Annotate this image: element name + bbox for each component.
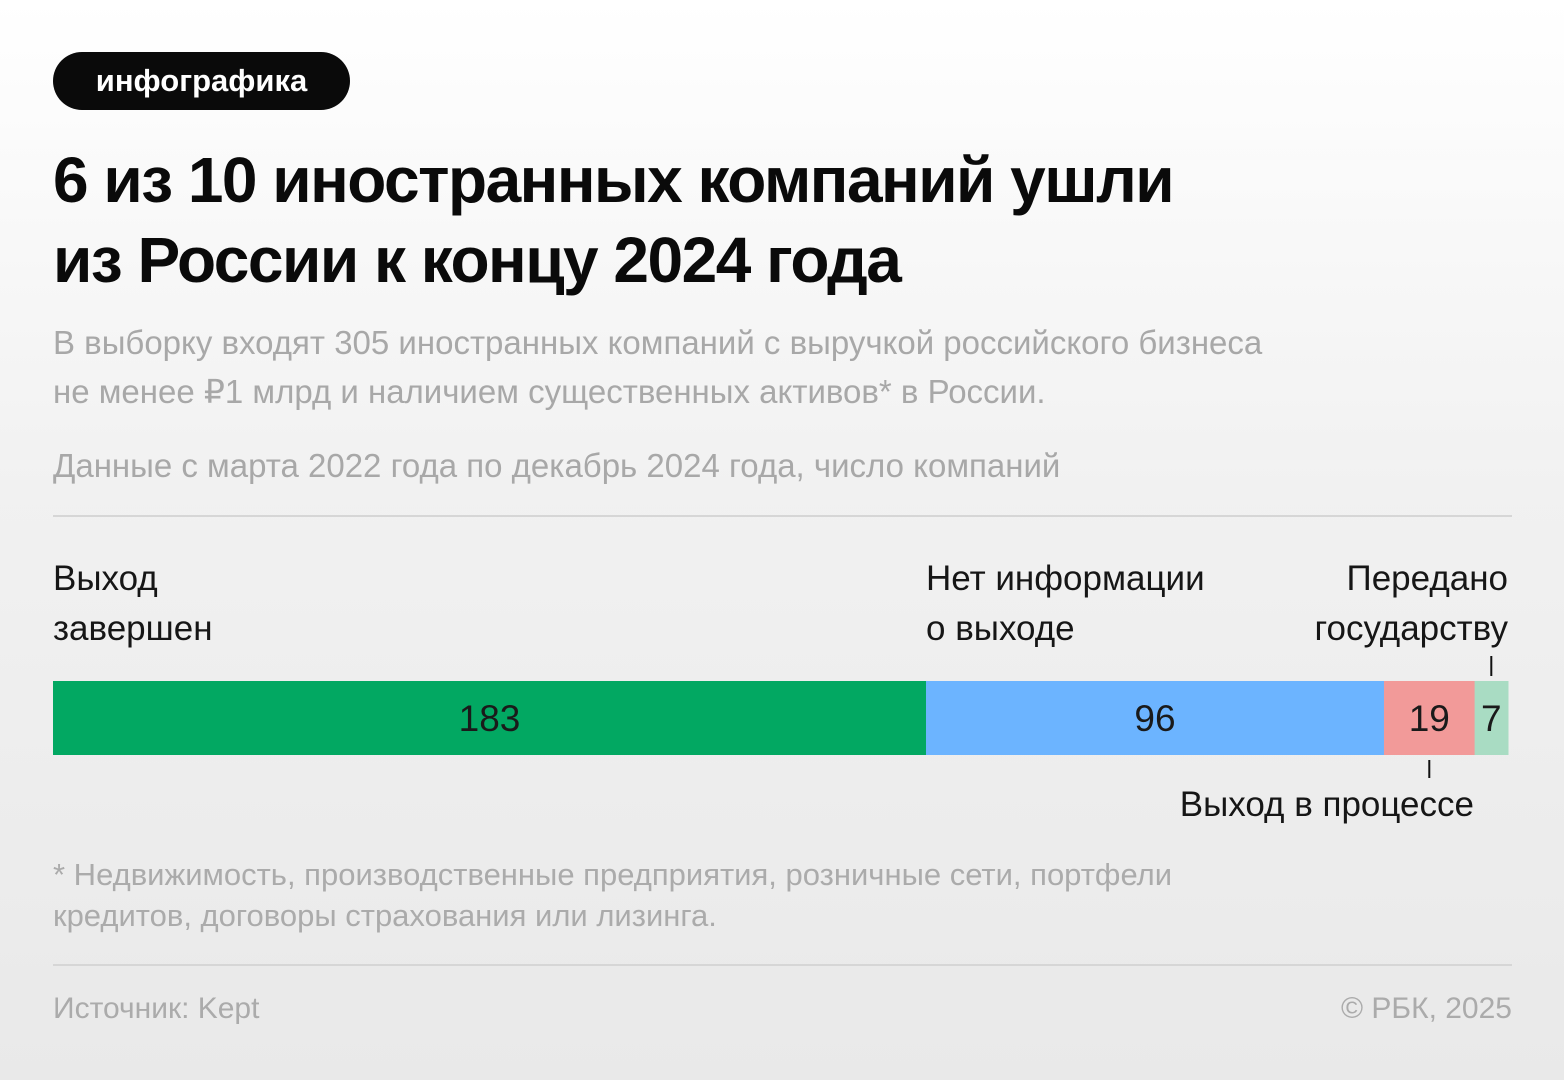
title-line-2: из России к концу 2024 года: [53, 224, 902, 296]
segment-no-info-value: 96: [1134, 698, 1175, 739]
segment-exit-in-process: [1383, 681, 1476, 755]
label-exit-in-process: Выход в процессе: [1179, 785, 1474, 824]
label-state-line-1: Передано: [1346, 559, 1508, 598]
segment-exit-completed-value: 183: [459, 698, 521, 739]
chart-subtitle: В выборку входят 305 иностранных компани…: [53, 318, 1513, 416]
data-period-note: Данные с марта 2022 года по декабрь 2024…: [53, 447, 1061, 484]
subtitle-line-2: не менее ₽1 млрд и наличием существенных…: [53, 373, 1046, 410]
label-no-info: Нет информации о выходе: [926, 554, 1205, 654]
copyright: © РБК, 2025: [1340, 992, 1512, 1025]
footnote-line-1: * Недвижимость, производственные предпри…: [53, 857, 1173, 892]
segment-exit-in-process-value: 19: [1409, 698, 1450, 739]
divider-top: [53, 515, 1512, 517]
label-state-line-2: государству: [1314, 609, 1508, 648]
segment-transferred-to-state: [1474, 681, 1509, 755]
category-badge: инфографика: [53, 52, 350, 110]
label-exit-completed-line-1: Выход: [53, 559, 158, 598]
segment-exit-completed: [53, 681, 927, 755]
label-no-info-line-2: о выходе: [926, 609, 1075, 648]
footnote: * Недвижимость, производственные предпри…: [53, 854, 1513, 936]
label-exit-completed-line-2: завершен: [53, 609, 213, 648]
subtitle-line-1: В выборку входят 305 иностранных компани…: [53, 324, 1263, 361]
label-no-info-line-1: Нет информации: [926, 559, 1205, 598]
footnote-line-2: кредитов, договоры страхования или лизин…: [53, 898, 717, 933]
segment-no-info: [926, 681, 1385, 755]
chart-title: 6 из 10 иностранных компаний ушли из Рос…: [53, 140, 1513, 300]
divider-bottom: [53, 964, 1512, 966]
title-line-1: 6 из 10 иностранных компаний ушли: [53, 144, 1175, 216]
source-credit: Источник: Kept: [53, 992, 260, 1025]
segment-transferred-to-state-value: 7: [1481, 698, 1502, 739]
label-transferred-to-state: Передано государству: [1314, 554, 1508, 654]
label-exit-completed: Выход завершен: [53, 554, 213, 654]
